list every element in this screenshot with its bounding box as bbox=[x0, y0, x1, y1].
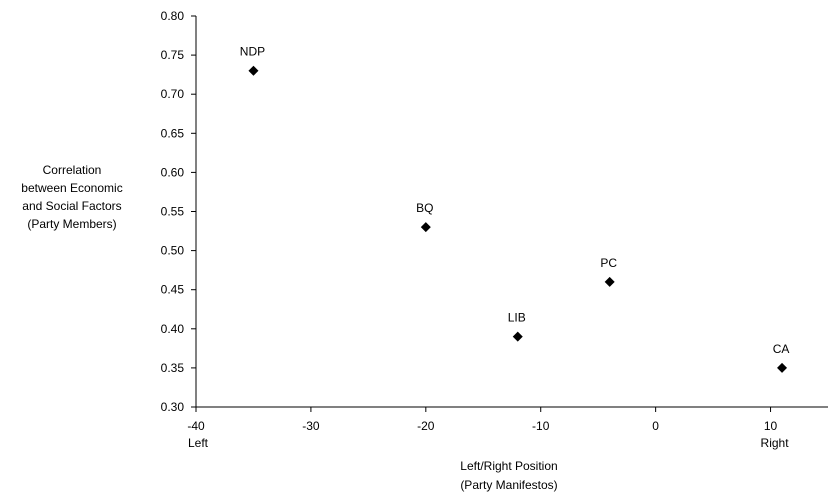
data-point-lib bbox=[512, 331, 523, 342]
y-tick-label: 0.30 bbox=[161, 400, 185, 414]
x-axis-title-line: Left/Right Position bbox=[460, 459, 557, 473]
x-ticks: -40 -30 -20 -10 0 10 bbox=[187, 407, 778, 433]
x-end-label-left: Left bbox=[188, 436, 209, 450]
point-label-bq: BQ bbox=[416, 201, 433, 215]
y-tick-label: 0.60 bbox=[161, 165, 185, 179]
y-tick-label: 0.50 bbox=[161, 244, 185, 258]
data-point-bq bbox=[420, 222, 431, 233]
point-label-pc: PC bbox=[600, 256, 617, 270]
x-tick-label: -10 bbox=[532, 419, 550, 433]
point-label-lib: LIB bbox=[508, 311, 526, 325]
y-tick-label: 0.40 bbox=[161, 322, 185, 336]
x-axis-title-line: (Party Manifestos) bbox=[460, 478, 557, 492]
y-tick-label: 0.75 bbox=[161, 48, 185, 62]
y-axis-title-line: between Economic bbox=[21, 181, 122, 195]
x-tick-label: -20 bbox=[417, 419, 435, 433]
x-tick-label: 0 bbox=[652, 419, 659, 433]
x-end-label-right: Right bbox=[761, 436, 790, 450]
y-axis-title-line: (Party Members) bbox=[27, 217, 116, 231]
x-tick-label: -40 bbox=[187, 419, 205, 433]
y-tick-label: 0.35 bbox=[161, 361, 185, 375]
data-point-ndp bbox=[248, 65, 259, 76]
point-label-ndp: NDP bbox=[240, 45, 265, 59]
y-tick-label: 0.80 bbox=[161, 9, 185, 23]
x-tick-label: 10 bbox=[764, 419, 778, 433]
data-points: NDP BQ LIB PC CA bbox=[240, 45, 790, 373]
y-axis-title: Correlation between Economic and Social Fa… bbox=[21, 163, 122, 231]
x-axis-title: Left/Right Position (Party Manifestos) bbox=[460, 459, 557, 492]
y-tick-label: 0.55 bbox=[161, 205, 185, 219]
x-tick-label: -30 bbox=[302, 419, 320, 433]
data-point-pc bbox=[604, 276, 615, 287]
y-tick-label: 0.70 bbox=[161, 87, 185, 101]
y-tick-label: 0.45 bbox=[161, 283, 185, 297]
data-point-ca bbox=[777, 362, 788, 373]
y-ticks: 0.30 0.35 0.40 0.45 0.50 0.55 0.60 0.65 0.70 0.75… bbox=[161, 9, 196, 414]
point-label-ca: CA bbox=[773, 342, 790, 356]
y-axis-title-line: and Social Factors bbox=[22, 199, 121, 213]
y-axis-title-line: Correlation bbox=[43, 163, 102, 177]
y-tick-label: 0.65 bbox=[161, 126, 185, 140]
